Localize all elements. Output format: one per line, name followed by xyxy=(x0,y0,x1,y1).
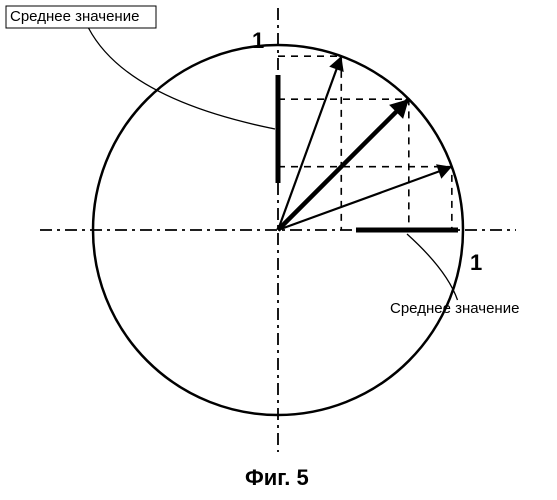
axis-label-x: 1 xyxy=(470,250,482,276)
annotation-bottom-text: Среднее значение xyxy=(390,300,519,317)
annotation-bottom: Среднее значение xyxy=(390,300,519,317)
annotation-top-text: Среднее значение xyxy=(10,8,139,25)
figure-caption: Фиг. 5 xyxy=(245,465,309,491)
axis-label-y: 1 xyxy=(252,28,264,54)
annotation-top: Среднее значение xyxy=(10,8,139,25)
figure-caption-text: Фиг. 5 xyxy=(245,465,309,490)
axis-label-y-text: 1 xyxy=(252,28,264,53)
axis-label-x-text: 1 xyxy=(470,250,482,275)
